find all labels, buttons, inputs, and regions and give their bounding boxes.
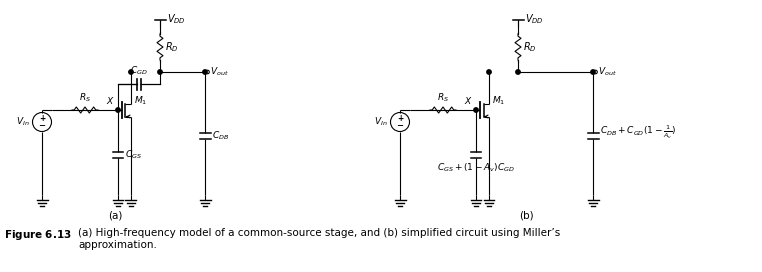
Text: $X$: $X$ <box>106 95 115 106</box>
Text: $R_D$: $R_D$ <box>523 40 536 54</box>
Text: $R_S$: $R_S$ <box>437 91 449 104</box>
Circle shape <box>516 70 520 74</box>
Text: $C_{GD}$: $C_{GD}$ <box>130 64 148 77</box>
Text: $X$: $X$ <box>464 95 473 106</box>
Text: $C_{DB} + C_{GD}(1-\frac{1}{A_v})$: $C_{DB} + C_{GD}(1-\frac{1}{A_v})$ <box>600 123 676 141</box>
Circle shape <box>158 70 162 74</box>
Text: $R_S$: $R_S$ <box>79 91 91 104</box>
Text: $C_{DB}$: $C_{DB}$ <box>212 130 229 142</box>
Text: $M_1$: $M_1$ <box>134 94 147 107</box>
Text: (a) High-frequency model of a common-source stage, and (b) simplified circuit us: (a) High-frequency model of a common-sou… <box>78 228 560 250</box>
Text: (b): (b) <box>519 210 533 220</box>
Text: $\bf{Figure\ 6.13}$: $\bf{Figure\ 6.13}$ <box>4 228 72 242</box>
Text: −: − <box>396 122 404 131</box>
Text: $M_1$: $M_1$ <box>492 94 505 107</box>
Circle shape <box>116 108 120 112</box>
Circle shape <box>487 70 491 74</box>
Text: −: − <box>39 122 46 131</box>
Text: $V_{DD}$: $V_{DD}$ <box>167 12 186 26</box>
Text: $C_{GS}$: $C_{GS}$ <box>125 149 142 161</box>
Text: $V_{In}$: $V_{In}$ <box>374 116 388 128</box>
Text: $V_{out}$: $V_{out}$ <box>598 66 616 78</box>
Text: +: + <box>39 113 45 122</box>
Text: (a): (a) <box>107 210 122 220</box>
Circle shape <box>591 70 595 74</box>
Circle shape <box>203 70 207 74</box>
Text: $C_{GS} + (1-A_v)C_{GD}$: $C_{GS} + (1-A_v)C_{GD}$ <box>437 162 515 174</box>
Text: +: + <box>397 113 403 122</box>
Text: $V_{In}$: $V_{In}$ <box>16 116 30 128</box>
Circle shape <box>474 108 479 112</box>
Text: $V_{out}$: $V_{out}$ <box>210 66 229 78</box>
Circle shape <box>129 70 133 74</box>
Text: $V_{DD}$: $V_{DD}$ <box>525 12 544 26</box>
Text: $R_D$: $R_D$ <box>165 40 178 54</box>
